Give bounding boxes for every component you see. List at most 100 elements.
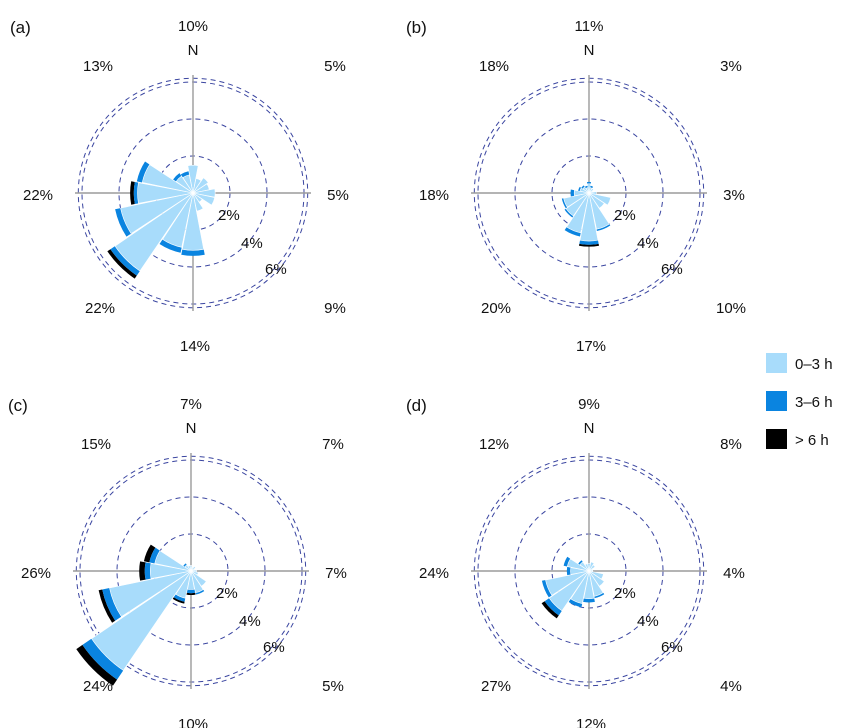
north-label: N (584, 42, 595, 59)
sector-NNW-0-3h (182, 174, 194, 194)
sector-S-0-3h (579, 192, 599, 242)
sector-W-3-6h (133, 181, 139, 205)
sector-SSW-0-3h (570, 570, 590, 604)
sector-SSW-gt6h (172, 597, 185, 604)
sector-WSW-0-3h (545, 570, 590, 596)
sector-S-0-3h (583, 570, 595, 600)
sector-NW-3-6h (578, 560, 583, 565)
wind-rose-panel-d: (d)2%4%6%N9%8%4%4%12%27%24%12% (406, 396, 745, 728)
sector-SW-gt6h (541, 601, 559, 619)
sector-NE-0-3h (588, 564, 596, 572)
sector-WSW-3-6h (115, 208, 132, 237)
sector-WSW-gt6h (98, 589, 116, 623)
direction-label-se: 5% (322, 678, 344, 695)
sector-SW-3-6h (544, 598, 562, 616)
legend-item: 3–6 h (766, 391, 833, 411)
sector-W-0-3h (570, 567, 590, 575)
direction-label-nw: 18% (479, 58, 509, 75)
sector-S-3-6h (186, 589, 196, 594)
sector-WNW-gt6h (143, 544, 156, 563)
direction-label-s: 14% (180, 338, 210, 355)
sector-NNW-0-3h (585, 187, 590, 194)
sector-NW-3-6h (183, 563, 187, 567)
sector-SW-0-3h (565, 192, 590, 217)
sector-SSW-3-6h (568, 598, 583, 608)
direction-label-ne: 8% (720, 436, 742, 453)
north-label: N (584, 420, 595, 437)
sector-WNW-0-3h (154, 550, 192, 572)
sector-NNW-3-6h (180, 171, 190, 178)
sector-SSW-3-6h (159, 239, 182, 253)
sector-NE-0-3h (190, 565, 197, 572)
direction-label-sw: 24% (83, 678, 113, 695)
sector-WNW-3-6h (136, 161, 150, 183)
sector-W-0-3h (137, 182, 194, 204)
sector-S-3-6h (579, 240, 599, 245)
direction-label-w: 24% (419, 565, 449, 582)
sector-SSW-3-6h (564, 227, 581, 237)
sector-WNW-0-3h (141, 164, 194, 194)
sector-WSW-3-6h (541, 580, 552, 598)
direction-label-se: 10% (716, 300, 746, 317)
direction-label-sw: 22% (85, 300, 115, 317)
sector-WSW-0-3h (120, 192, 194, 234)
sector-W-gt6h (139, 561, 146, 581)
direction-label-e: 7% (325, 565, 347, 582)
sector-S-gt6h (186, 592, 196, 596)
sector-NW-0-3h (582, 186, 590, 194)
sector-SW-0-3h (114, 192, 194, 272)
wind-rose-panel-c: (c) 2%4%6% N 7% 7% 7% 5% 10% 24% 26% 15% (8, 396, 347, 728)
sector-SW-0-3h (91, 570, 192, 671)
direction-label-e: 4% (723, 565, 745, 582)
sector-S-0-3h (181, 192, 205, 251)
direction-label-sw: 27% (481, 678, 511, 695)
legend-label: 0–3 h (795, 356, 833, 373)
sector-NNW-0-3h (584, 563, 590, 572)
sector-S-0-3h (187, 570, 195, 590)
sector-W-3-6h (566, 566, 571, 576)
legend-swatch (766, 391, 787, 411)
sector-SE-0-3h (588, 570, 605, 587)
direction-label-nw: 12% (479, 436, 509, 453)
direction-label-w: 26% (21, 565, 51, 582)
sector-SSW-0-3h (175, 570, 192, 599)
sector-WSW-3-6h (102, 587, 122, 621)
ring-label: 6% (265, 261, 287, 278)
sector-NE-0-3h (192, 177, 209, 194)
direction-label-ne: 7% (322, 436, 344, 453)
sector-SW-0-3h (548, 570, 590, 612)
north-label: N (188, 42, 199, 59)
panels: (a)2%4%6%N10%5%5%9%14%22%22%13%(b)2%4%6%… (8, 18, 746, 728)
ring-label: 2% (216, 585, 238, 602)
sector-SSE-0-3h (588, 192, 610, 230)
panel-label: (b) (406, 18, 427, 37)
sector-NW-0-3h (175, 175, 194, 194)
sector-SSE-3-6h (594, 592, 605, 599)
direction-label-s: 10% (178, 716, 208, 728)
direction-label-nw: 15% (81, 436, 111, 453)
sector-WNW-0-3h (566, 558, 590, 572)
sector-NE-0-3h (588, 187, 595, 194)
panel-label: (d) (406, 396, 427, 415)
sector-NW-3-6h (173, 173, 182, 182)
ring-label: 6% (661, 261, 683, 278)
sector-SSW-0-3h (162, 192, 194, 248)
sector-ESE-0-3h (588, 192, 612, 206)
sector-SSW-0-3h (566, 192, 590, 234)
wind-rose-panel-b: (b) 2%4%6% N 11% 3% 3% 10% 17% 20% 18% 18% (406, 18, 746, 355)
sector-SSE-0-3h (192, 192, 204, 212)
ring-label: 4% (637, 613, 659, 630)
sector-W-0-3h (573, 189, 590, 197)
sector-N-0-3h (586, 183, 592, 194)
sector-SSE-0-3h (588, 570, 604, 597)
ring-label: 2% (218, 207, 240, 224)
panel-label: (a) (10, 18, 31, 37)
direction-label-w: 18% (419, 187, 449, 204)
ring-label: 4% (637, 235, 659, 252)
sector-SW-3-6h (110, 246, 140, 276)
sector-WSW-0-3h (109, 570, 192, 618)
sector-WSW-3-6h (561, 198, 568, 209)
ring-label: 2% (614, 207, 636, 224)
sector-WNW-3-6h (578, 186, 582, 192)
